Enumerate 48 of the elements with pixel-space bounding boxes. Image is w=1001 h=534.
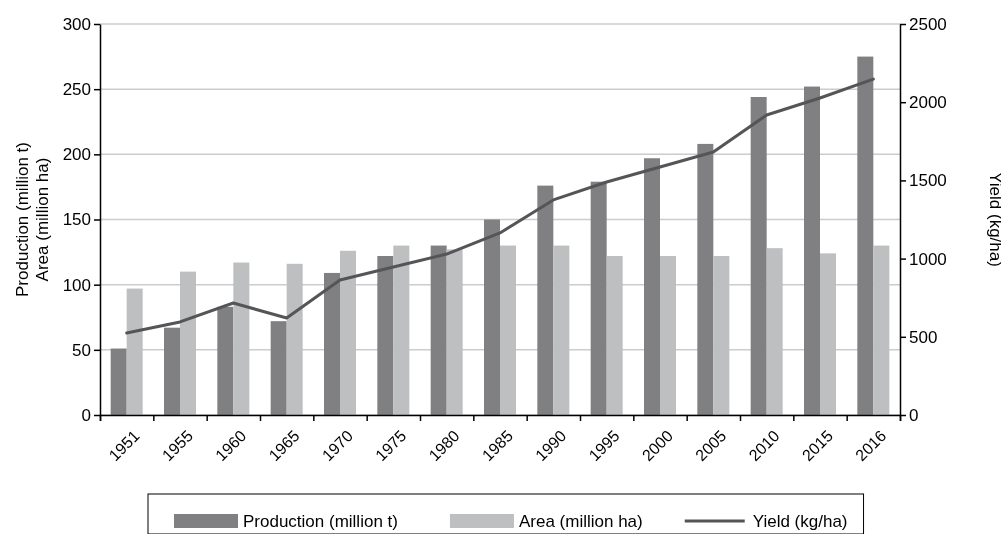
bar	[446, 249, 463, 415]
bar	[697, 143, 714, 415]
legend-label: Production (million t)	[243, 512, 398, 531]
y-axis-title: Production (million t) Area (million ha)	[13, 142, 53, 297]
y-tick-label: 200	[62, 145, 91, 165]
y-tick-label: 0	[81, 405, 91, 425]
bar	[233, 262, 250, 415]
legend-label: Area (million ha)	[518, 512, 643, 531]
bar	[393, 245, 410, 415]
y-tick-label: 150	[62, 210, 91, 230]
bar	[126, 288, 143, 415]
y2-tick-label: 0	[909, 405, 919, 425]
bar	[430, 245, 447, 415]
line-series	[125, 77, 875, 335]
bar	[804, 86, 820, 415]
bar	[324, 272, 340, 415]
bar	[873, 245, 890, 415]
bar	[484, 219, 500, 415]
bar	[644, 158, 660, 415]
bar	[110, 348, 127, 415]
bar	[820, 253, 836, 415]
bar	[553, 245, 570, 415]
bar	[750, 96, 767, 415]
bar	[340, 250, 356, 415]
bar	[590, 181, 607, 415]
bar	[766, 248, 783, 415]
bar	[270, 321, 287, 415]
y-tick-label: 250	[62, 80, 91, 100]
bar	[713, 255, 730, 415]
y2-tick-label: 1500	[909, 171, 947, 191]
bar	[857, 56, 874, 415]
y-tick-label: 300	[62, 14, 91, 34]
bar	[180, 271, 196, 415]
bar	[286, 263, 303, 415]
bar	[660, 255, 676, 415]
bar	[164, 327, 180, 415]
y2-tick-label: 2500	[909, 14, 947, 34]
bar	[217, 306, 234, 415]
legend-label: Yield (kg/ha)	[752, 512, 848, 531]
y2-tick-label: 1000	[909, 249, 947, 269]
y-tick-label: 50	[72, 340, 91, 360]
bar	[377, 255, 394, 415]
bar	[537, 185, 554, 415]
y2-tick-label: 500	[909, 327, 938, 347]
bar	[606, 255, 623, 415]
y2-tick-label: 2000	[909, 93, 947, 113]
bar	[500, 245, 516, 415]
y-tick-label: 100	[62, 275, 91, 295]
